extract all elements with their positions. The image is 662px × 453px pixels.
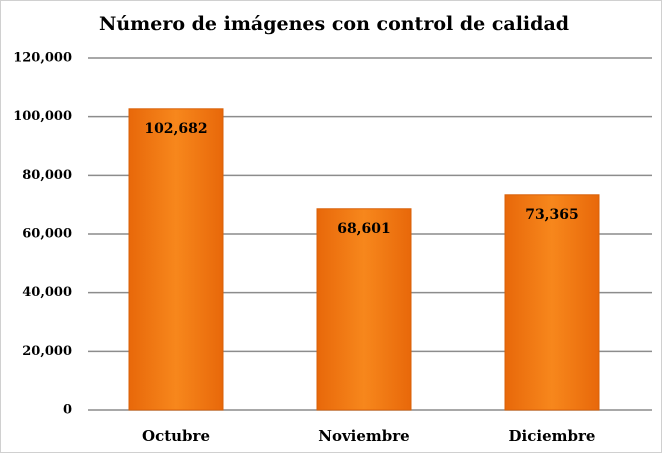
x-tick-label: Diciembre [509,427,596,445]
value-label: 73,365 [525,207,579,223]
y-tick-label: 80,000 [22,168,72,183]
y-tick-label: 100,000 [13,109,72,124]
bar [316,208,412,411]
bar [504,194,600,411]
value-label: 68,601 [337,221,391,237]
y-tick-label: 40,000 [22,285,72,300]
y-tick-label: 0 [63,403,72,418]
value-label: 102,682 [144,121,207,137]
chart-title: Número de imágenes con control de calida… [99,13,569,35]
y-tick-label: 20,000 [22,344,72,359]
x-tick-label: Noviembre [318,427,409,445]
bar [128,108,224,411]
y-tick-label: 60,000 [22,227,72,242]
y-tick-label: 120,000 [13,51,72,66]
x-tick-label: Octubre [142,427,210,445]
